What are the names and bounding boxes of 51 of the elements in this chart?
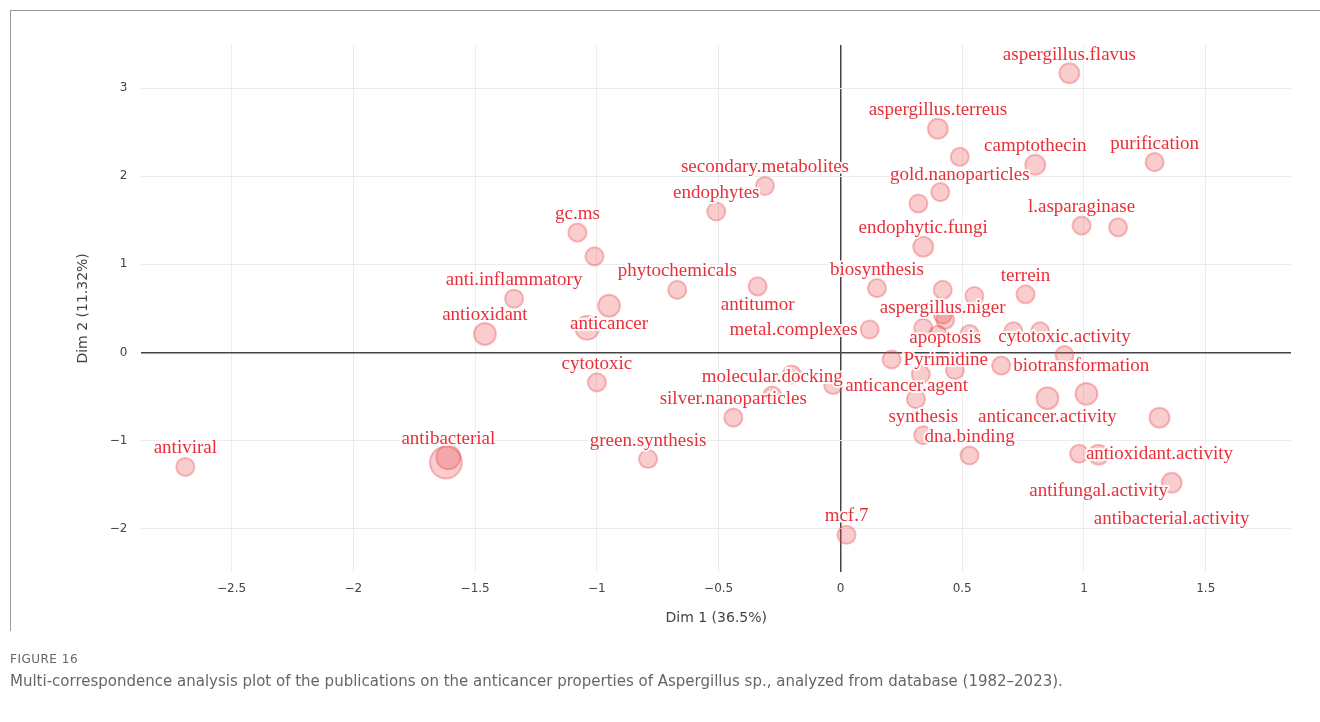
y-tick-label: −1: [109, 432, 128, 447]
x-tick-label: −2: [344, 581, 363, 596]
y-tick-label: 2: [119, 168, 128, 183]
y-tick-label: 0: [119, 344, 128, 359]
annotation: anti.inflammatory: [445, 268, 583, 290]
x-tick-label: −2.5: [217, 581, 247, 596]
annotation: antioxidant.activity: [1085, 442, 1234, 464]
annotation: aspergillus.niger: [879, 296, 1007, 318]
x-tick-label: 0.5: [952, 581, 972, 596]
x-tick-label: 0: [836, 581, 845, 596]
annotation: dna.binding: [924, 425, 1016, 446]
y-axis-title: Dim 2 (11.32%): [74, 253, 91, 364]
annotation: aspergillus.flavus: [1002, 42, 1136, 64]
annotation: endophytic.fungi: [858, 216, 988, 238]
annotation: apoptosis: [909, 326, 982, 348]
annotation: purification: [1110, 131, 1200, 153]
x-tick-label: 1.5: [1196, 581, 1216, 596]
annotation: aspergillus.terreus: [868, 98, 1008, 120]
annotation: l.asparaginase: [1028, 195, 1136, 217]
annotation: biotransformation: [1013, 354, 1150, 376]
annotation: green.synthesis: [589, 428, 707, 450]
annotation: endophytes: [672, 180, 760, 202]
annotation: cytotoxic: [561, 351, 633, 373]
x-axis-title: Dim 1 (36.5%): [665, 609, 767, 626]
annotation: antioxidant: [442, 303, 529, 325]
annotation: antibacterial.activity: [1093, 507, 1250, 529]
annotation: anticancer.agent: [845, 373, 969, 395]
x-tick-label: −0.5: [704, 581, 734, 596]
y-tick-label: 1: [119, 256, 128, 271]
annotation: antifungal.activity: [1029, 479, 1169, 501]
annotation: anticancer.activity: [978, 404, 1118, 426]
annotation: camptothecin: [984, 134, 1087, 156]
caption: FIGURE 16: [10, 652, 80, 666]
annotation: phytochemicals: [617, 259, 737, 281]
annotation: antibacterial: [401, 426, 496, 448]
annotation: anticancer: [570, 312, 649, 334]
annotation: gold.nanoparticles: [889, 163, 1030, 185]
annotation: antiviral: [153, 436, 217, 458]
text: Multi-correspondence analysis plot of the publications on the anticancer properties of Aspergillus sp., analyzed from database (1982–2023).: [10, 672, 1063, 690]
y-tick-label: −2: [109, 520, 128, 535]
annotation: terrein: [1000, 263, 1051, 285]
annotation: gc.ms: [555, 202, 600, 224]
annotation: cytotoxic.activity: [998, 324, 1132, 346]
y-tick-label: 3: [119, 80, 128, 95]
x-tick-label: 1: [1080, 581, 1088, 596]
x-tick-label: −1: [588, 581, 606, 596]
annotation: Pyrimidine: [903, 347, 989, 369]
x-tick-label: −1.5: [460, 581, 490, 596]
annotation: synthesis: [888, 404, 959, 426]
annotation: antitumor: [720, 292, 796, 314]
annotation: silver.nanoparticles: [659, 387, 807, 409]
